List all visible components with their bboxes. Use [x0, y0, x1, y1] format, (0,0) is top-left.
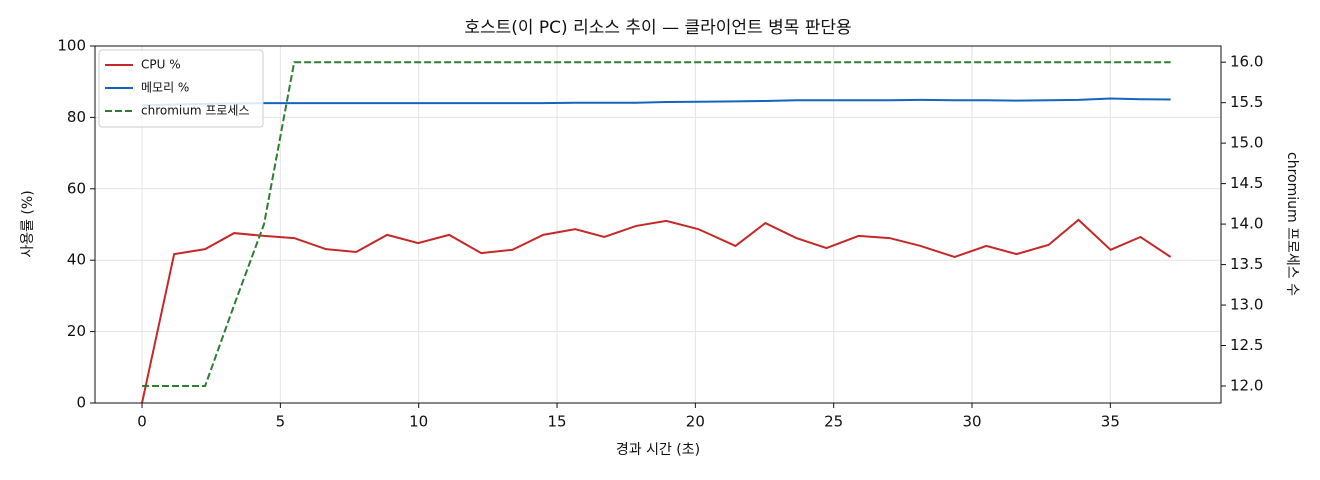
y2-tick-label: 15.5 [1230, 93, 1263, 111]
x-tick-label: 30 [962, 413, 981, 431]
y2-tick-label: 12.0 [1230, 377, 1263, 395]
x-tick-label: 35 [1101, 413, 1120, 431]
y-tick-label: 20 [67, 322, 86, 340]
x-tick-label: 10 [409, 413, 428, 431]
y2-tick-label: 13.5 [1230, 255, 1263, 273]
y-tick-label: 60 [67, 179, 86, 197]
y-tick-label: 40 [67, 251, 86, 269]
y-tick-label: 0 [76, 394, 86, 412]
x-tick-label: 0 [137, 413, 147, 431]
y2-tick-label: 15.0 [1230, 134, 1263, 152]
x-tick-label: 25 [824, 413, 843, 431]
series-line [142, 61, 1171, 387]
series-line [142, 97, 1171, 107]
legend-label: 메모리 % [141, 81, 189, 95]
y2-axis-label: chromium 프로세스 수 [1284, 152, 1300, 296]
y2-tick-label: 13.0 [1230, 296, 1263, 314]
y2-tick-label: 14.0 [1230, 215, 1263, 233]
y2-tick-label: 14.5 [1230, 174, 1263, 192]
y2-tick-label: 12.5 [1230, 336, 1263, 354]
x-axis-label: 경과 시간 (초) [616, 442, 700, 458]
x-tick-label: 15 [547, 413, 566, 431]
legend-label: chromium 프로세스 [141, 104, 250, 118]
x-tick-label: 20 [686, 413, 705, 431]
y-tick-label: 80 [67, 108, 86, 126]
plot-frame [94, 45, 1222, 404]
series-line [141, 218, 1172, 403]
y-axis-label: 사용률 (%) [20, 190, 36, 257]
chart-title: 호스트(이 PC) 리소스 추이 — 클라이언트 병목 판단용 [464, 18, 851, 38]
y-tick-label: 100 [57, 37, 86, 55]
y2-tick-label: 16.0 [1230, 53, 1263, 71]
legend-box [98, 49, 264, 128]
x-tick-label: 5 [276, 413, 286, 431]
legend-label: CPU % [141, 58, 181, 72]
